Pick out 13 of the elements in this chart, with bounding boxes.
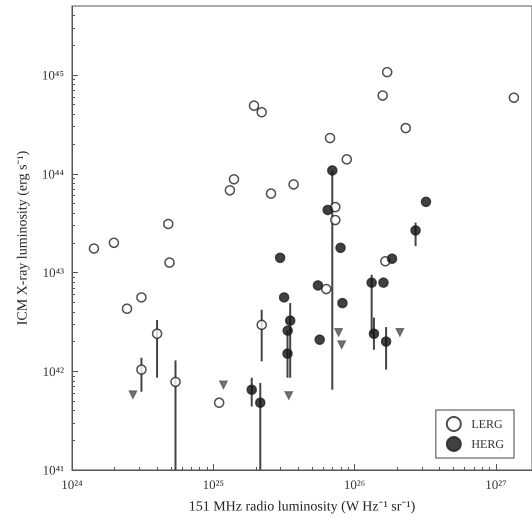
x-tick-label: 10²⁶ (344, 477, 366, 492)
x-axis-title: 151 MHz radio luminosity (W Hz⁻¹ sr⁻¹) (188, 500, 416, 514)
y-tick-label: 10⁴⁴ (42, 166, 64, 182)
y-tick-label: 10⁴² (42, 364, 64, 379)
x-tick-label: 10²⁴ (61, 477, 84, 492)
y-tick-label: 10⁴³ (42, 265, 64, 280)
x-tick-label: 10²⁷ (485, 477, 507, 492)
x-tick-label: 10²⁵ (202, 477, 224, 492)
legend-label: LERG (471, 417, 503, 431)
legend-label: HERG (471, 437, 504, 451)
y-axis-title: ICM X-ray luminosity (erg s⁻¹) (16, 150, 30, 326)
y-tick-label: 10⁴¹ (42, 462, 64, 478)
y-tick-label: 10⁴⁵ (42, 68, 64, 83)
